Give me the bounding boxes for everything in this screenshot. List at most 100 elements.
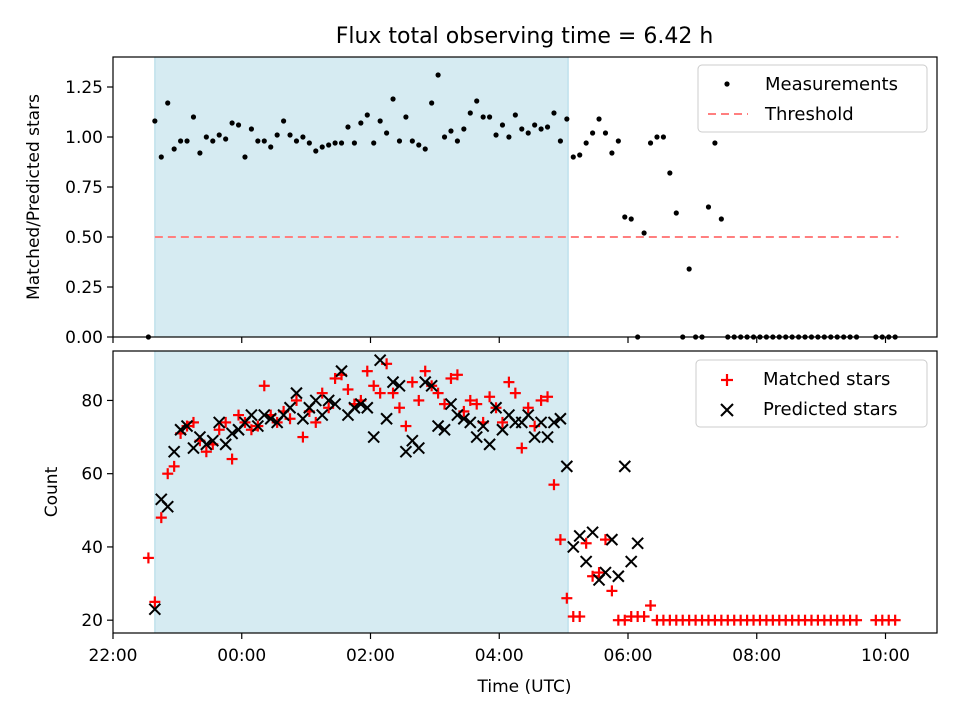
predicted-point — [367, 430, 380, 444]
predicted-point — [573, 529, 586, 543]
top-y-tick-label: 1.00 — [65, 128, 103, 148]
x-tick-label: 06:00 — [604, 646, 653, 666]
predicted-point — [586, 526, 599, 539]
predicted-point — [148, 602, 162, 616]
predicted-point — [296, 412, 310, 425]
matched-point — [406, 376, 418, 388]
matched-point — [484, 391, 496, 403]
matched-point — [851, 614, 863, 626]
predicted-point — [528, 430, 541, 444]
measurement-point — [306, 140, 312, 146]
matched-point — [310, 416, 322, 428]
matched-point — [162, 468, 174, 480]
top-x-ticks — [112, 337, 887, 343]
measurement-point — [641, 230, 647, 236]
measurement-point — [435, 72, 441, 78]
measurement-point — [248, 126, 255, 132]
measurement-point — [332, 140, 338, 146]
predicted-point — [258, 408, 271, 422]
x-tick-label: 02:00 — [346, 646, 395, 666]
predicted-point — [618, 460, 631, 473]
matched-point — [509, 387, 521, 399]
matched-point — [361, 365, 373, 377]
bottom-legend-box — [695, 359, 928, 428]
bottom-panel: 20 40 60 80 22:00 00:00 02:00 04:00 06:00 08:00 1… — [42, 350, 938, 697]
predicted-point — [605, 533, 619, 546]
measurement-point — [705, 204, 712, 210]
matched-point — [464, 394, 476, 406]
predicted-point — [200, 438, 213, 451]
predicted-point — [225, 427, 239, 440]
predicted-point — [290, 386, 303, 400]
bottom-y-axis-label: Count — [42, 466, 62, 517]
predicted-point — [631, 537, 644, 550]
predicted-point — [322, 394, 335, 407]
matched-point — [599, 534, 611, 546]
x-tick-label: 08:00 — [732, 646, 781, 666]
predicted-point — [425, 379, 438, 392]
measurement-point — [390, 96, 396, 102]
matched-point — [419, 365, 431, 377]
matched-point — [451, 369, 463, 381]
top-legend: Measurements Threshold — [697, 64, 928, 133]
measurement-point — [326, 142, 332, 148]
measurement-point — [293, 138, 300, 144]
predicted-point — [245, 408, 258, 422]
measurement-point — [319, 144, 325, 150]
measurement-point — [235, 122, 242, 128]
measurement-point — [686, 266, 692, 272]
measurement-point — [274, 132, 280, 138]
matched-point — [645, 600, 657, 612]
measurement-point — [371, 140, 377, 146]
matched-point — [542, 391, 554, 403]
predicted-point — [393, 379, 406, 392]
matched-point — [496, 416, 508, 428]
predicted-point — [451, 408, 464, 422]
predicted-point — [328, 397, 342, 411]
predicted-point — [167, 445, 181, 458]
x-tick-label: 04:00 — [475, 646, 524, 666]
bottom-y-tick-label: 60 — [81, 465, 103, 485]
measurement-point — [486, 114, 493, 120]
matched-point — [149, 596, 161, 608]
measurement-point — [171, 146, 177, 152]
measurement-point — [190, 114, 197, 120]
predicted-points — [148, 353, 644, 616]
legend-threshold-label: Threshold — [764, 104, 854, 125]
x-tick-label: 10:00 — [861, 646, 910, 666]
predicted-point — [476, 419, 490, 433]
measurement-point — [396, 138, 403, 144]
x-tick-label: 00:00 — [217, 646, 266, 666]
matched-point — [374, 387, 386, 399]
predicted-point — [547, 416, 561, 429]
measurement-point — [506, 134, 512, 140]
predicted-point — [361, 401, 374, 414]
legend-measurements-label: Measurements — [765, 74, 898, 95]
top-panel: 0.00 0.25 0.50 0.75 1.00 1.25 Matched/Predict… — [24, 56, 938, 348]
bottom-shaded-interval — [154, 350, 569, 634]
measurement-point — [165, 100, 171, 106]
measurement-point — [383, 130, 390, 136]
measurement-point — [242, 154, 248, 160]
predicted-point — [457, 412, 471, 425]
x-axis-label: Time (UTC) — [477, 677, 572, 697]
measurement-point — [622, 214, 628, 220]
x-tick-label: 22:00 — [89, 646, 138, 666]
measurement-point — [461, 126, 467, 132]
measurement-point — [589, 130, 596, 136]
predicted-point — [489, 401, 503, 414]
measurement-point — [338, 140, 345, 146]
matched-point — [503, 376, 515, 388]
measurement-point — [454, 138, 461, 144]
matched-point — [516, 442, 528, 454]
top-legend-box — [697, 64, 928, 133]
measurement-point — [609, 150, 615, 156]
matched-point — [142, 552, 154, 564]
matched-point — [155, 512, 167, 524]
predicted-point — [534, 416, 548, 429]
measurement-point — [203, 134, 209, 140]
predicted-point — [373, 353, 387, 367]
predicted-point — [444, 397, 458, 411]
matched-point — [439, 398, 451, 410]
